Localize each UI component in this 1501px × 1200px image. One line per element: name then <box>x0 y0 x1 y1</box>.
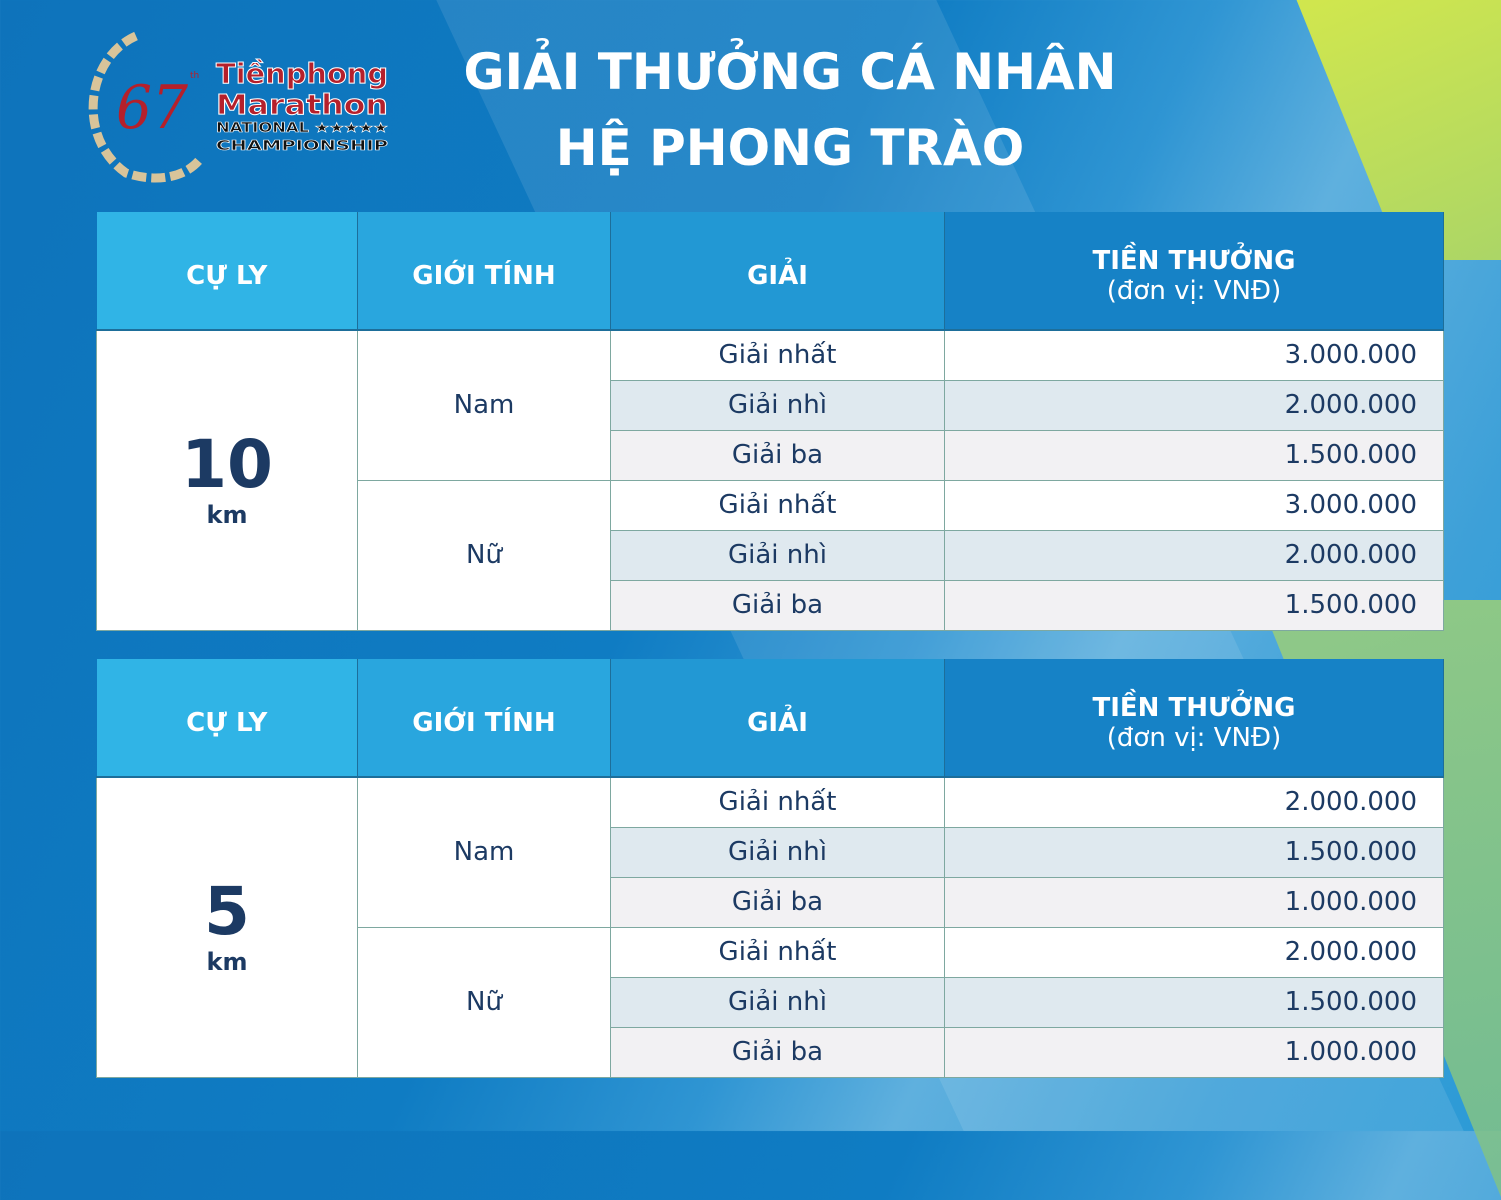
gender-cell: Nữ <box>357 926 611 1078</box>
svg-text:Tiềnphong: Tiềnphong <box>216 57 388 90</box>
prize-cell: Giải ba <box>610 876 945 928</box>
amount-cell: 1.500.000 <box>944 826 1444 878</box>
prize-cell: Giải nhì <box>610 976 945 1028</box>
header-amount: TIỀN THƯỞNG (đơn vị: VNĐ) <box>944 212 1444 331</box>
amount-cell: 2.000.000 <box>944 379 1444 431</box>
amount-cell: 3.000.000 <box>944 329 1444 381</box>
header-gender: GIỚI TÍNH <box>357 212 611 331</box>
svg-text:NATIONAL ★★★★★: NATIONAL ★★★★★ <box>216 121 388 136</box>
amount-cell: 1.500.000 <box>944 976 1444 1028</box>
distance-unit: km <box>206 948 248 977</box>
table-row: Nữ Giải nhất 2.000.000 <box>97 926 1444 1078</box>
amount-cell: 3.000.000 <box>944 479 1444 531</box>
svg-text:Marathon: Marathon <box>216 88 388 121</box>
table-row: Nữ Giải nhất 3.000.000 <box>97 479 1444 631</box>
header-distance: CỰ LY <box>96 659 358 778</box>
table-row: Giải ba 1.500.000 <box>97 579 1444 631</box>
svg-text:67: 67 <box>116 73 189 143</box>
table-row: Giải ba 1.000.000 <box>97 1026 1444 1078</box>
gender-cell: Nữ <box>357 479 611 631</box>
header-amount-unit: (đơn vị: VNĐ) <box>1106 722 1282 753</box>
prize-cell: Giải nhất <box>610 776 945 828</box>
distance-cell: 5 km <box>96 776 358 1078</box>
table-row: 10 km Nam Giải nhất 3.000.000 <box>96 329 1444 631</box>
table-row: 5 km Nam Giải nhất 2.000.000 <box>96 776 1444 1078</box>
header-prize: GIẢI <box>610 659 945 778</box>
distance-value: 5 <box>204 873 250 951</box>
amount-cell: 2.000.000 <box>944 926 1444 978</box>
table-row: Giải ba 1.000.000 <box>97 876 1444 928</box>
amount-cell: 2.000.000 <box>944 529 1444 581</box>
prize-cell: Giải ba <box>610 429 945 481</box>
title-line-1: GIẢI THƯỞNG CÁ NHÂN <box>463 43 1117 101</box>
header-amount-unit: (đơn vị: VNĐ) <box>1106 275 1282 306</box>
title-line-2: HỆ PHONG TRÀO <box>555 119 1025 177</box>
amount-cell: 1.500.000 <box>944 579 1444 631</box>
distance-value: 10 <box>181 426 273 504</box>
table-row: Giải nhì 1.500.000 <box>97 826 1444 878</box>
prize-cell: Giải ba <box>610 579 945 631</box>
header-amount-label: TIỀN THƯỞNG <box>1092 245 1296 276</box>
gender-cell: Nam <box>357 329 611 481</box>
table-row: Giải nhì 2.000.000 <box>97 529 1444 581</box>
table-row: Giải nhì 1.500.000 <box>97 976 1444 1028</box>
header-distance: CỰ LY <box>96 212 358 331</box>
header-prize: GIẢI <box>610 212 945 331</box>
tienphong-marathon-logo: 67 th Tiềnphong Marathon NATIONAL ★★★★★ … <box>88 31 389 183</box>
svg-text:CHAMPIONSHIP: CHAMPIONSHIP <box>216 139 388 154</box>
prize-table-10km: CỰ LY GIỚI TÍNH GIẢI TIỀN THƯỞNG (đơn vị:… <box>96 212 1444 631</box>
table-row: Giải nhì 2.000.000 <box>97 379 1444 431</box>
table-row: Giải ba 1.500.000 <box>97 429 1444 481</box>
prize-cell: Giải ba <box>610 1026 945 1078</box>
prize-cell: Giải nhì <box>610 529 945 581</box>
prize-cell: Giải nhì <box>610 379 945 431</box>
table-header: CỰ LY GIỚI TÍNH GIẢI TIỀN THƯỞNG (đơn vị:… <box>96 212 1444 331</box>
prize-cell: Giải nhất <box>610 329 945 381</box>
header-amount-label: TIỀN THƯỞNG <box>1092 692 1296 723</box>
prize-table-5km: CỰ LY GIỚI TÍNH GIẢI TIỀN THƯỞNG (đơn vị:… <box>96 659 1444 1078</box>
prize-cell: Giải nhì <box>610 826 945 878</box>
distance-cell: 10 km <box>96 329 358 631</box>
amount-cell: 2.000.000 <box>944 776 1444 828</box>
amount-cell: 1.000.000 <box>944 1026 1444 1078</box>
prize-cell: Giải nhất <box>610 479 945 531</box>
distance-unit: km <box>206 501 248 530</box>
svg-text:th: th <box>190 71 199 81</box>
amount-cell: 1.500.000 <box>944 429 1444 481</box>
amount-cell: 1.000.000 <box>944 876 1444 928</box>
table-header: CỰ LY GIỚI TÍNH GIẢI TIỀN THƯỞNG (đơn vị:… <box>96 659 1444 778</box>
header-gender: GIỚI TÍNH <box>357 659 611 778</box>
gender-cell: Nam <box>357 776 611 928</box>
header-amount: TIỀN THƯỞNG (đơn vị: VNĐ) <box>944 659 1444 778</box>
prize-cell: Giải nhất <box>610 926 945 978</box>
